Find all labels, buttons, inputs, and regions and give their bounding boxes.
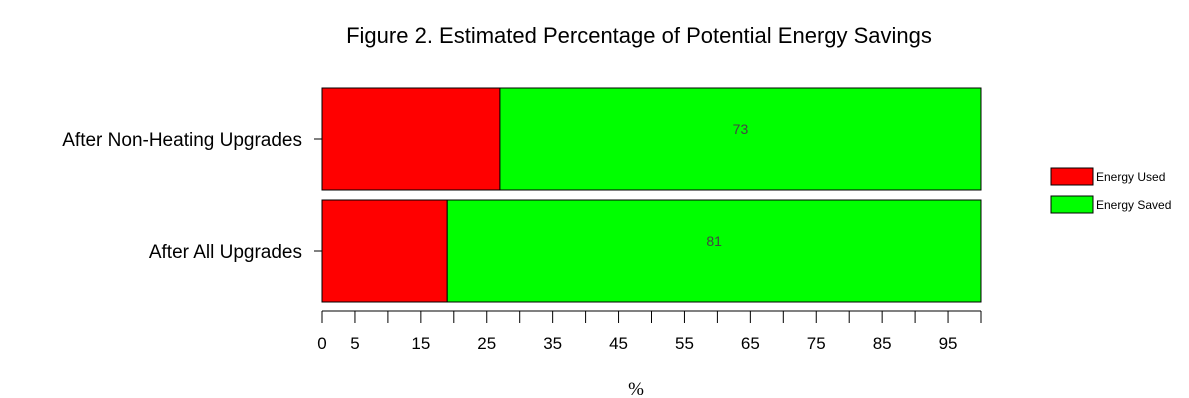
category-label-1: After All Upgrades bbox=[149, 242, 302, 263]
x-axis-title: % bbox=[628, 379, 644, 398]
plot-area: 73 After Non-Heating Upgrades 81 After All … bbox=[62, 87, 982, 303]
x-tick-label-0: 0 bbox=[317, 334, 326, 353]
legend-label-energy-saved: Energy Saved bbox=[1096, 198, 1171, 212]
x-axis: 0 5 15 25 35 45 55 65 75 85 95 bbox=[317, 310, 982, 353]
x-tick-label-25: 25 bbox=[477, 334, 496, 353]
x-tick-label-65: 65 bbox=[741, 334, 760, 353]
x-tick-label-15: 15 bbox=[411, 334, 430, 353]
bar-energy-saved-0 bbox=[499, 87, 982, 191]
legend-label-energy-used: Energy Used bbox=[1096, 170, 1165, 184]
data-label-1: 81 bbox=[706, 233, 722, 249]
x-tick-label-95: 95 bbox=[939, 334, 958, 353]
x-tick-label-55: 55 bbox=[675, 334, 694, 353]
chart-title: Figure 2. Estimated Percentage of Potent… bbox=[346, 23, 932, 48]
x-tick-label-45: 45 bbox=[609, 334, 628, 353]
bar-energy-saved-1 bbox=[446, 199, 982, 303]
data-label-0: 73 bbox=[733, 121, 749, 137]
x-tick-label-75: 75 bbox=[807, 334, 826, 353]
x-tick-label-35: 35 bbox=[543, 334, 562, 353]
x-tick-label-85: 85 bbox=[873, 334, 892, 353]
category-label-0: After Non-Heating Upgrades bbox=[62, 130, 302, 151]
bar-energy-used-1 bbox=[321, 199, 448, 303]
bar-energy-used-0 bbox=[321, 87, 501, 191]
legend: Energy Used Energy Saved bbox=[1050, 167, 1171, 214]
legend-swatch-energy-saved bbox=[1050, 195, 1094, 214]
x-tick-label-5: 5 bbox=[350, 334, 359, 353]
legend-swatch-energy-used bbox=[1050, 167, 1094, 186]
